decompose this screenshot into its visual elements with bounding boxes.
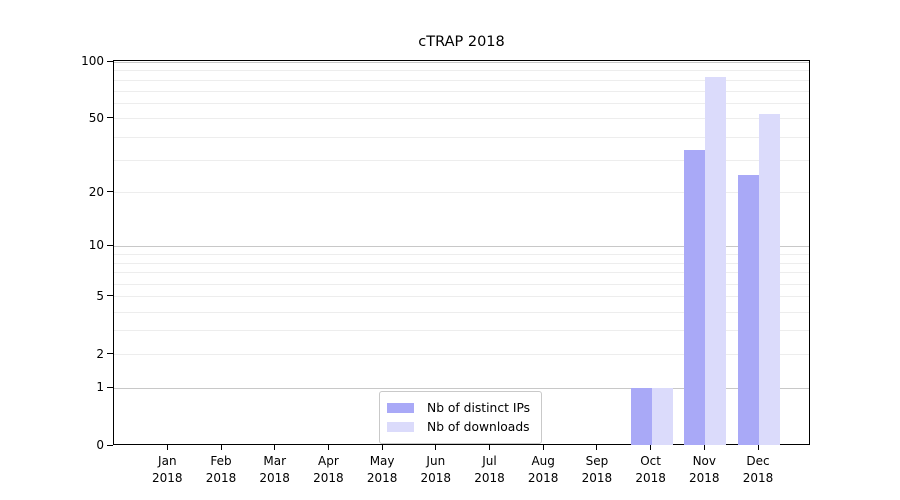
bar-nb-of-downloads-dec-2018 <box>759 114 780 445</box>
x-tick-month: Feb <box>210 454 232 468</box>
x-tick-year: 2018 <box>527 470 559 485</box>
x-tick-sep-2018 <box>596 445 598 450</box>
x-tick-month: May <box>369 454 395 468</box>
x-tick-year: 2018 <box>689 470 720 485</box>
x-tick-jul-2018 <box>489 445 490 450</box>
minor-gridline-y40 <box>114 136 809 138</box>
legend-swatch-downloads <box>387 421 414 432</box>
x-tick-month: Jun <box>426 454 446 468</box>
x-tick-oct-2018 <box>650 445 652 450</box>
x-tick-nov-2018 <box>703 445 705 450</box>
x-tick-label-apr-2018: Apr 2018 <box>296 453 360 486</box>
minor-gridline-y3 <box>114 330 809 332</box>
plot-area: Nb of distinct IPs Nb of downloads <box>113 60 810 445</box>
x-tick-jun-2018 <box>435 445 437 450</box>
y-tick-5 <box>107 295 113 297</box>
bar-nb-of-distinct-ips-nov-2018 <box>684 150 706 445</box>
y-tick-label-0: 0 <box>96 438 104 452</box>
minor-gridline-y5 <box>114 296 809 298</box>
minor-gridline-y60 <box>114 103 809 105</box>
x-tick-month: Nov <box>692 454 716 468</box>
minor-gridline-y50 <box>114 118 809 120</box>
y-tick-label-1: 1 <box>96 380 104 395</box>
x-tick-label-oct-2018: Oct 2018 <box>619 453 683 486</box>
x-tick-label-jun-2018: Jun 2018 <box>404 453 468 486</box>
x-tick-aug-2018 <box>542 445 544 450</box>
x-tick-jan-2018 <box>166 445 168 450</box>
y-tick-2 <box>107 353 113 355</box>
x-tick-mar-2018 <box>274 445 276 450</box>
x-tick-year: 2018 <box>152 470 183 485</box>
y-tick-label-10: 10 <box>88 238 104 253</box>
y-tick-20 <box>107 191 113 193</box>
x-tick-year: 2018 <box>313 470 344 485</box>
major-gridline-y1 <box>114 387 809 389</box>
legend-entry-downloads: Nb of downloads <box>387 417 530 436</box>
x-tick-label-jul-2018: Jul 2018 <box>458 453 522 486</box>
minor-gridline-y70 <box>114 90 809 92</box>
x-tick-year: 2018 <box>205 470 237 485</box>
x-tick-feb-2018 <box>220 445 222 450</box>
x-tick-year: 2018 <box>366 470 398 485</box>
y-tick-50 <box>107 117 113 119</box>
major-gridline-y10 <box>114 245 809 247</box>
x-tick-label-jan-2018: Jan 2018 <box>135 453 199 486</box>
x-tick-label-mar-2018: Mar 2018 <box>243 453 307 486</box>
x-tick-month: Jan <box>158 454 177 468</box>
y-tick-label-20: 20 <box>88 184 104 199</box>
minor-gridline-y2 <box>114 354 809 356</box>
legend-label-distinct-ips: Nb of distinct IPs <box>427 400 531 415</box>
minor-gridline-y8 <box>114 262 809 264</box>
minor-gridline-y30 <box>114 159 809 161</box>
bar-nb-of-downloads-nov-2018 <box>705 77 727 445</box>
x-tick-may-2018 <box>381 445 383 450</box>
y-tick-label-100: 100 <box>81 54 104 68</box>
legend: Nb of distinct IPs Nb of downloads <box>379 391 543 444</box>
x-tick-year: 2018 <box>742 470 774 485</box>
legend-swatch-distinct-ips <box>387 402 414 413</box>
x-tick-label-aug-2018: Aug 2018 <box>511 453 575 486</box>
x-tick-month: Mar <box>263 454 286 468</box>
x-tick-label-dec-2018: Dec 2018 <box>726 453 790 486</box>
y-tick-100 <box>107 60 113 62</box>
x-tick-label-sep-2018: Sep 2018 <box>565 453 629 486</box>
x-tick-year: 2018 <box>635 470 666 485</box>
x-tick-month: Aug <box>531 454 555 468</box>
x-tick-label-nov-2018: Nov 2018 <box>672 453 736 486</box>
x-tick-year: 2018 <box>474 470 505 485</box>
x-tick-year: 2018 <box>581 470 613 485</box>
minor-gridline-y6 <box>114 283 809 285</box>
y-tick-label-5: 5 <box>96 288 104 303</box>
legend-label-downloads: Nb of downloads <box>427 419 530 434</box>
y-tick-label-2: 2 <box>96 346 104 361</box>
minor-gridline-y20 <box>114 192 809 194</box>
x-tick-month: Apr <box>318 454 339 468</box>
x-tick-month: Jul <box>482 454 497 468</box>
y-tick-10 <box>107 244 113 246</box>
x-tick-year: 2018 <box>259 470 290 485</box>
bar-nb-of-distinct-ips-dec-2018 <box>738 174 759 445</box>
x-tick-year: 2018 <box>420 470 452 485</box>
minor-gridline-y7 <box>114 272 809 274</box>
minor-gridline-y4 <box>114 311 809 313</box>
minor-gridline-y9 <box>114 253 809 255</box>
y-tick-0 <box>107 444 113 446</box>
minor-gridline-y80 <box>114 79 809 81</box>
chart-title: cTRAP 2018 <box>418 34 505 50</box>
y-tick-1 <box>107 386 113 388</box>
x-tick-month: Sep <box>585 454 609 468</box>
major-gridline-y100 <box>114 61 809 63</box>
x-tick-label-may-2018: May 2018 <box>350 453 414 486</box>
y-tick-label-50: 50 <box>88 110 104 125</box>
x-tick-apr-2018 <box>327 445 329 450</box>
bar-nb-of-distinct-ips-oct-2018 <box>630 388 652 445</box>
bar-nb-of-downloads-oct-2018 <box>651 388 673 445</box>
x-tick-label-feb-2018: Feb 2018 <box>189 453 253 486</box>
minor-gridline-y90 <box>114 70 809 72</box>
x-tick-month: Oct <box>640 454 661 468</box>
legend-entry-distinct-ips: Nb of distinct IPs <box>387 398 530 417</box>
x-tick-month: Dec <box>746 454 770 468</box>
x-tick-dec-2018 <box>757 445 759 450</box>
